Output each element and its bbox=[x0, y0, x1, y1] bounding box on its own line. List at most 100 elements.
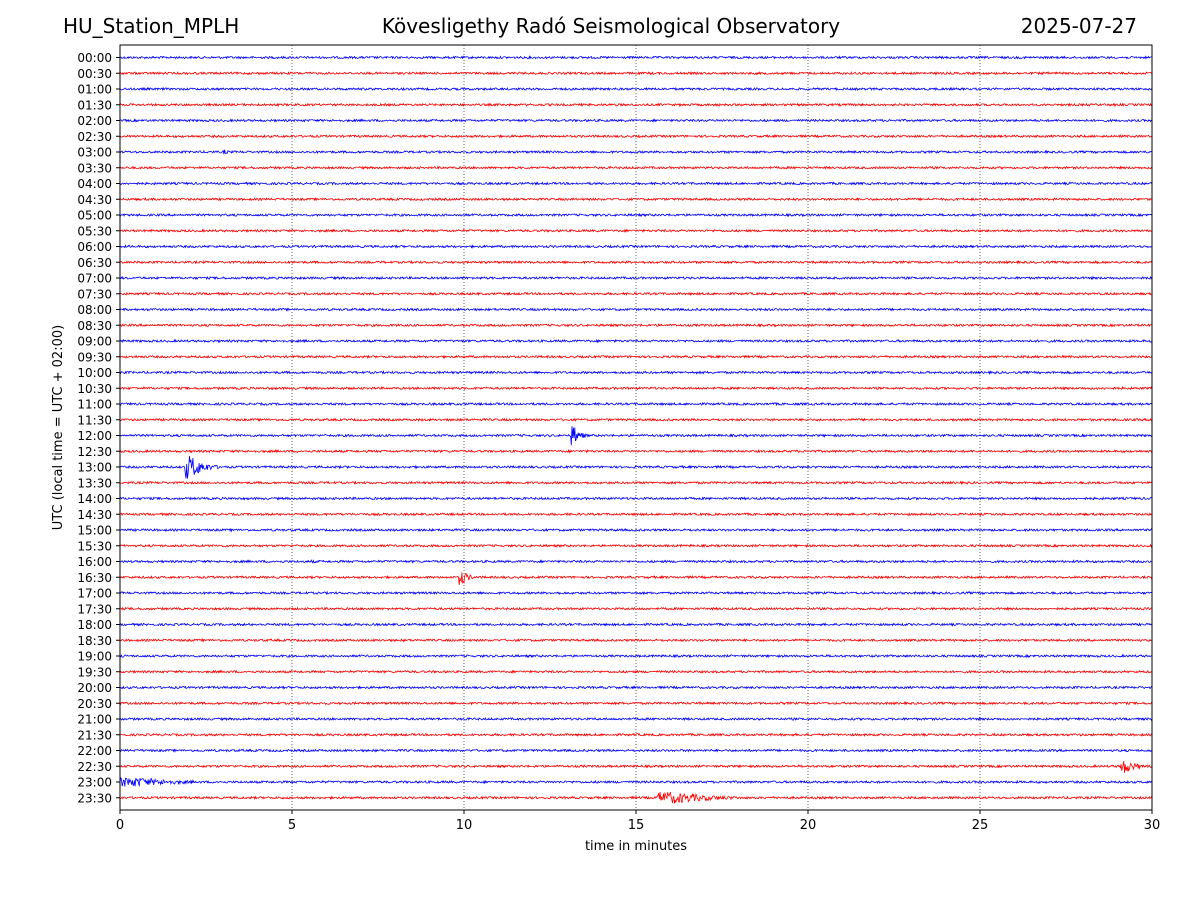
station-name: HU_Station_MPLH bbox=[63, 14, 240, 38]
y-tick-label: 11:30 bbox=[77, 413, 112, 427]
y-tick-label: 07:30 bbox=[77, 287, 112, 301]
y-tick-label: 06:00 bbox=[77, 240, 112, 254]
y-tick-label: 16:00 bbox=[77, 555, 112, 569]
x-axis-label: time in minutes bbox=[585, 839, 687, 854]
trace-0300 bbox=[119, 149, 1153, 155]
chart-title: Kövesligethy Radó Seismological Observat… bbox=[381, 14, 841, 38]
y-tick-label: 14:00 bbox=[77, 492, 112, 506]
x-tick-label: 30 bbox=[1144, 818, 1161, 833]
trace-1500 bbox=[119, 527, 1153, 533]
y-tick-label: 21:30 bbox=[77, 728, 112, 742]
y-tick-label: 03:30 bbox=[77, 161, 112, 175]
trace-0130 bbox=[119, 102, 1153, 108]
trace-2300 bbox=[119, 776, 1153, 787]
trace-1900 bbox=[119, 653, 1153, 659]
trace-1800 bbox=[119, 622, 1153, 627]
trace-2100 bbox=[119, 716, 1153, 722]
trace-1600 bbox=[119, 559, 1153, 564]
y-tick-label: 01:30 bbox=[77, 98, 112, 112]
y-tick-label: 06:30 bbox=[77, 256, 112, 270]
trace-0700 bbox=[119, 275, 1153, 281]
trace-2230 bbox=[119, 761, 1153, 773]
y-axis-label: UTC (local time = UTC + 02:00) bbox=[51, 325, 66, 530]
y-tick-label: 15:00 bbox=[77, 524, 112, 538]
trace-1230 bbox=[119, 449, 1153, 454]
trace-0630 bbox=[119, 259, 1153, 265]
trace-0930 bbox=[119, 354, 1153, 359]
trace-2000 bbox=[119, 685, 1153, 690]
x-tick-label: 10 bbox=[456, 818, 473, 833]
y-tick-label: 09:00 bbox=[77, 335, 112, 349]
y-tick-label: 13:30 bbox=[77, 476, 112, 490]
trace-1030 bbox=[119, 385, 1153, 391]
y-tick-label: 23:00 bbox=[77, 776, 112, 790]
y-tick-label: 12:30 bbox=[77, 445, 112, 459]
trace-0230 bbox=[119, 133, 1153, 139]
x-tick-label: 5 bbox=[288, 818, 296, 833]
y-tick-label: 15:30 bbox=[77, 539, 112, 553]
y-tick-label: 20:30 bbox=[77, 697, 112, 711]
y-tick-label: 16:30 bbox=[77, 571, 112, 585]
y-tick-label: 09:30 bbox=[77, 350, 112, 364]
y-tick-label: 18:30 bbox=[77, 634, 112, 648]
y-tick-label: 13:00 bbox=[77, 461, 112, 475]
trace-1400 bbox=[119, 496, 1153, 501]
trace-0730 bbox=[119, 291, 1153, 297]
trace-0830 bbox=[119, 323, 1153, 328]
x-tick-label: 15 bbox=[628, 818, 645, 833]
y-tick-label: 04:00 bbox=[77, 177, 112, 191]
trace-1100 bbox=[119, 401, 1153, 407]
x-tick-label: 20 bbox=[800, 818, 817, 833]
y-tick-label: 07:00 bbox=[77, 272, 112, 286]
trace-0100 bbox=[119, 86, 1153, 92]
y-tick-label: 17:30 bbox=[77, 602, 112, 616]
y-tick-label: 00:00 bbox=[77, 51, 112, 65]
trace-0800 bbox=[119, 307, 1153, 312]
y-tick-label: 22:00 bbox=[77, 744, 112, 758]
y-tick-label: 18:00 bbox=[77, 618, 112, 632]
y-tick-label: 01:00 bbox=[77, 83, 112, 97]
trace-1330 bbox=[119, 480, 1153, 486]
trace-0400 bbox=[119, 181, 1153, 186]
y-tick-label: 21:00 bbox=[77, 713, 112, 727]
y-tick-label: 05:30 bbox=[77, 224, 112, 238]
x-tick-label: 0 bbox=[116, 818, 124, 833]
trace-0000 bbox=[119, 55, 1153, 60]
y-tick-label: 20:00 bbox=[77, 681, 112, 695]
trace-2030 bbox=[119, 700, 1153, 706]
trace-1430 bbox=[119, 512, 1153, 517]
y-tick-label: 02:30 bbox=[77, 130, 112, 144]
trace-0530 bbox=[119, 228, 1153, 233]
trace-1630 bbox=[119, 572, 1153, 585]
y-tick-label: 10:30 bbox=[77, 382, 112, 396]
y-tick-label: 23:30 bbox=[77, 791, 112, 805]
trace-1000 bbox=[119, 370, 1153, 375]
y-tick-label: 00:30 bbox=[77, 67, 112, 81]
trace-0200 bbox=[119, 118, 1153, 123]
y-tick-label: 11:00 bbox=[77, 398, 112, 412]
trace-0900 bbox=[119, 338, 1153, 344]
y-tick-label: 04:30 bbox=[77, 193, 112, 207]
trace-2330 bbox=[119, 791, 1153, 804]
y-tick-label: 22:30 bbox=[77, 760, 112, 774]
x-tick-label: 25 bbox=[972, 818, 989, 833]
y-tick-label: 12:00 bbox=[77, 429, 112, 443]
trace-1730 bbox=[119, 606, 1153, 612]
y-tick-label: 19:30 bbox=[77, 665, 112, 679]
trace-0500 bbox=[119, 212, 1153, 218]
trace-1200 bbox=[119, 426, 1153, 446]
y-tick-label: 05:00 bbox=[77, 209, 112, 223]
trace-2130 bbox=[119, 732, 1153, 738]
trace-1530 bbox=[119, 543, 1153, 548]
trace-1700 bbox=[119, 590, 1153, 596]
y-tick-label: 17:00 bbox=[77, 587, 112, 601]
y-tick-label: 14:30 bbox=[77, 508, 112, 522]
y-tick-label: 02:00 bbox=[77, 114, 112, 128]
y-tick-label: 19:00 bbox=[77, 650, 112, 664]
trace-1930 bbox=[119, 669, 1153, 675]
trace-1300 bbox=[119, 456, 1153, 479]
y-tick-label: 08:00 bbox=[77, 303, 112, 317]
y-tick-label: 10:00 bbox=[77, 366, 112, 380]
trace-0330 bbox=[119, 165, 1153, 171]
